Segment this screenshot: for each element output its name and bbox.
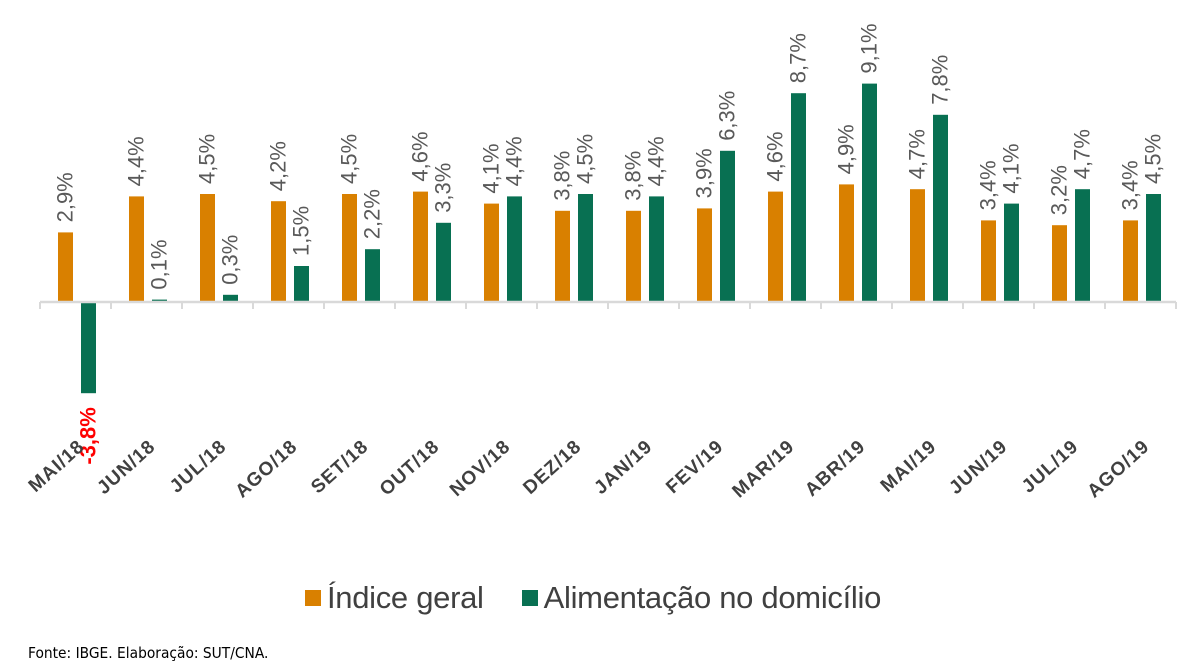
data-label-alimentacao: 4,5% (1141, 134, 1166, 184)
bar-indice-geral (910, 189, 925, 302)
bar-indice-geral (58, 232, 73, 302)
source-note: Fonte: IBGE. Elaboração: SUT/CNA. (28, 644, 269, 662)
bar-indice-geral (129, 196, 144, 302)
bar-indice-geral (1123, 220, 1138, 302)
bar-indice-geral (484, 203, 499, 302)
data-label-alimentacao: 4,4% (644, 136, 669, 186)
data-label-alimentacao: 4,1% (999, 143, 1024, 193)
bar-alimentacao (1146, 194, 1161, 302)
data-label-alimentacao: 6,3% (715, 91, 740, 141)
data-label-indice-geral: 4,5% (337, 134, 362, 184)
bar-alimentacao (223, 294, 238, 302)
legend-swatch-indice-geral (304, 590, 321, 606)
x-tick-label: JUL/19 (1018, 436, 1083, 497)
x-tick-label: JUL/18 (166, 436, 231, 497)
data-label-alimentacao: 8,7% (786, 33, 811, 83)
data-label-indice-geral: 4,7% (905, 129, 930, 179)
data-label-indice-geral: 3,4% (1118, 160, 1143, 210)
x-tick-label: AGO/19 (1084, 436, 1154, 502)
legend-item-indice-geral: Índice geral (304, 580, 484, 616)
data-label-indice-geral: 4,1% (479, 143, 504, 193)
bar-alimentacao (862, 83, 877, 302)
bar-indice-geral (626, 210, 641, 302)
x-tick-label: OUT/18 (376, 436, 444, 500)
data-label-alimentacao: 4,4% (502, 136, 527, 186)
data-label-alimentacao: 0,1% (147, 239, 172, 289)
data-label-indice-geral: 4,4% (124, 136, 149, 186)
data-label-alimentacao: 0,3% (218, 235, 243, 285)
bar-indice-geral (1052, 225, 1067, 302)
bar-indice-geral (271, 201, 286, 302)
data-label-indice-geral: 3,8% (621, 151, 646, 201)
data-label-indice-geral: 4,2% (266, 141, 291, 191)
data-label-indice-geral: 4,6% (763, 131, 788, 181)
bar-alimentacao (294, 266, 309, 302)
bar-alimentacao (933, 114, 948, 302)
bar-alimentacao (1004, 203, 1019, 302)
x-tick-label: MAR/19 (729, 436, 799, 502)
legend-label-alimentacao: Alimentação no domicílio (543, 580, 882, 615)
legend-swatch-alimentacao (521, 590, 538, 606)
x-tick-label: JAN/19 (590, 436, 656, 499)
data-label-indice-geral: 3,9% (692, 148, 717, 198)
x-tick-label: JUN/19 (945, 436, 1011, 499)
data-label-indice-geral: 4,6% (408, 131, 433, 181)
bar-indice-geral (200, 194, 215, 302)
bar-alimentacao (1075, 189, 1090, 302)
bar-indice-geral (839, 184, 854, 302)
bar-alimentacao (578, 194, 593, 302)
data-label-indice-geral: 4,9% (834, 124, 859, 174)
legend-label-indice-geral: Índice geral (326, 580, 484, 615)
x-axis (39, 300, 1177, 309)
x-tick-label: NOV/18 (446, 436, 515, 501)
x-tick-label: AGO/18 (232, 436, 302, 502)
data-label-indice-geral: 3,2% (1047, 165, 1072, 215)
bar-indice-geral (413, 191, 428, 302)
data-label-alimentacao: 4,7% (1070, 129, 1095, 179)
bar-indice-geral (697, 208, 712, 302)
data-label-alimentacao-negative: -3,8% (76, 407, 101, 464)
data-label-alimentacao: 2,2% (360, 189, 385, 239)
x-tick-labels-layer: MAI/18 JUN/18 JUL/18 AGO/18 SET/18 OUT/18 NOV/… (25, 436, 1154, 502)
data-label-indice-geral: 2,9% (53, 172, 78, 222)
bar-alimentacao (507, 196, 522, 302)
bar-alimentacao (791, 93, 806, 302)
x-tick-label: FEV/19 (662, 436, 728, 498)
data-label-indice-geral: 3,4% (976, 160, 1001, 210)
bar-indice-geral (768, 191, 783, 302)
bar-alimentacao (81, 302, 96, 394)
data-labels-layer: 2,9% -3,8% 4,4% 0,1% 4,5% 0,3% 4,2% 1,5% 4,5% 2,2… (53, 23, 1166, 464)
bar-indice-geral (981, 220, 996, 302)
data-label-alimentacao: 9,1% (857, 23, 882, 73)
data-label-alimentacao: 3,3% (431, 163, 456, 213)
legend-item-alimentacao: Alimentação no domicílio (521, 580, 882, 616)
bar-alimentacao (436, 222, 451, 302)
bar-alimentacao (720, 150, 735, 302)
bar-alimentacao (649, 196, 664, 302)
bar-chart: 2,9% -3,8% 4,4% 0,1% 4,5% 0,3% 4,2% 1,5% 4,5% 2,2… (25, 23, 1177, 502)
bar-indice-geral (555, 210, 570, 302)
data-label-alimentacao: 4,5% (573, 134, 598, 184)
x-tick-label: ABR/19 (801, 436, 870, 501)
data-label-alimentacao: 1,5% (289, 206, 314, 256)
bar-indice-geral (342, 194, 357, 302)
x-tick-label: MAI/18 (25, 436, 89, 497)
x-tick-label: JUN/18 (93, 436, 159, 499)
x-tick-label: DEZ/18 (519, 436, 585, 499)
data-label-alimentacao: 7,8% (928, 55, 953, 105)
bars-layer (58, 83, 1161, 394)
bar-alimentacao (365, 249, 380, 302)
legend: Índice geral Alimentação no domicílio (0, 574, 1186, 622)
data-label-indice-geral: 3,8% (550, 151, 575, 201)
data-label-indice-geral: 4,5% (195, 134, 220, 184)
x-tick-label: MAI/19 (877, 436, 941, 497)
x-tick-label: SET/18 (307, 436, 373, 498)
